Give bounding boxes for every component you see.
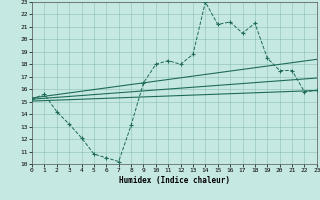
- X-axis label: Humidex (Indice chaleur): Humidex (Indice chaleur): [119, 176, 230, 185]
